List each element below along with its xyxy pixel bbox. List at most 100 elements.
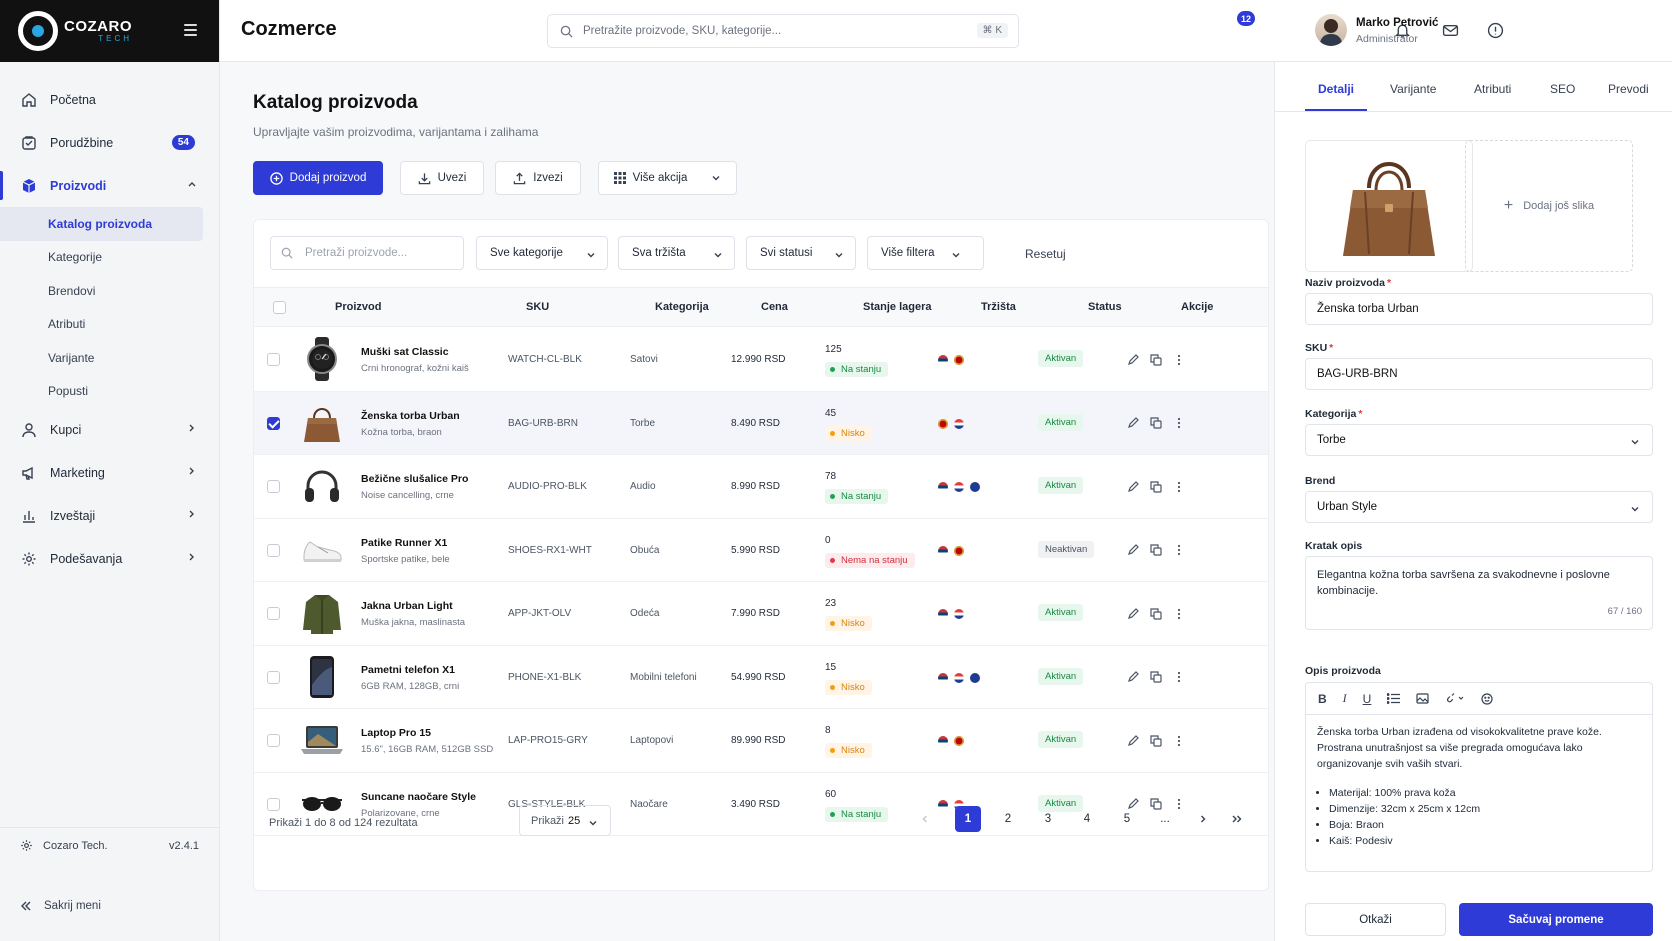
table-row[interactable]: Suncane naočare Style Polarizovane, crne… [254,773,1268,836]
bold-icon[interactable]: B [1318,691,1327,706]
more-vertical-icon[interactable] [1172,798,1185,811]
table-row[interactable]: Ženska torba Urban Kožna torba, braon BA… [254,391,1268,455]
sidebar-item-customers[interactable]: Kupci [0,408,219,451]
emoji-icon[interactable] [1481,691,1493,707]
page-2[interactable]: 2 [1004,813,1012,825]
edit-icon[interactable] [1126,417,1139,430]
row-checkbox[interactable] [267,543,280,557]
per-page-select[interactable]: Prikaži 25 [519,805,611,836]
table-row[interactable]: Patike Runner X1 Sportske patike, bele S… [254,519,1268,582]
duplicate-icon[interactable] [1149,671,1162,684]
last-page-button[interactable] [1224,806,1250,832]
import-button[interactable]: Uvezi [400,161,484,195]
more-vertical-icon[interactable] [1172,544,1185,557]
more-vertical-icon[interactable] [1172,607,1185,620]
select-all-checkbox[interactable] [273,301,286,314]
edit-icon[interactable] [1126,798,1139,811]
edit-icon[interactable] [1126,480,1139,493]
sidebar-sub-attributes[interactable]: Atributi [48,317,86,332]
row-checkbox[interactable] [267,480,280,493]
sidebar-sub-brands[interactable]: Brendovi [48,283,96,298]
product-name[interactable]: Bežične slušalice Pro [361,473,469,485]
row-checkbox[interactable] [267,670,280,684]
page-5[interactable]: 5 [1123,813,1131,825]
market-filter[interactable]: Sva tržišta [618,236,735,270]
sidebar-item-reports[interactable]: Izveštaji [0,494,219,537]
more-vertical-icon[interactable] [1172,353,1185,366]
sidebar-sub-categories[interactable]: Kategorije [48,250,103,265]
description-editor[interactable]: B I U Ženska torba Urban izrađena od vis… [1305,682,1653,872]
duplicate-icon[interactable] [1149,607,1162,620]
sidebar-item-settings[interactable]: Podešavanja [0,537,219,580]
page-1[interactable]: 1 [955,806,981,832]
sku-input[interactable]: BAG-URB-BRN [1305,358,1653,390]
product-name[interactable]: Laptop Pro 15 [361,727,432,739]
sidebar-item-marketing[interactable]: Marketing [0,451,219,494]
duplicate-icon[interactable] [1149,417,1162,430]
table-row[interactable]: Pametni telefon X1 6GB RAM, 128GB, crni … [254,646,1268,709]
sidebar-sub-discounts[interactable]: Popusti [48,384,89,399]
category-select[interactable]: Torbe [1305,424,1653,456]
product-name[interactable]: Ženska torba Urban [361,409,460,422]
global-search-input[interactable]: Pretražite proizvode, SKU, kategorije...… [547,14,1019,48]
product-name[interactable]: Suncane naočare Style [361,790,476,803]
col-product[interactable]: Proizvod [335,301,382,313]
product-name[interactable]: Jakna Urban Light [361,600,453,612]
next-page-button[interactable] [1190,806,1216,832]
duplicate-icon[interactable] [1149,544,1162,557]
underline-icon[interactable]: U [1362,691,1372,706]
product-image[interactable] [1305,140,1473,272]
user-name[interactable]: Marko Petrović [1356,17,1439,29]
list-icon[interactable] [1387,691,1401,707]
more-vertical-icon[interactable] [1172,417,1185,430]
edit-icon[interactable] [1126,607,1139,620]
status-filter[interactable]: Svi statusi [746,236,856,270]
tab-translations[interactable]: Prevodi [1608,82,1649,96]
sidebar-sub-catalog[interactable]: Katalog proizvoda [0,207,203,241]
product-name[interactable]: Patike Runner X1 [361,536,448,549]
more-vertical-icon[interactable] [1172,480,1185,493]
table-row[interactable]: Laptop Pro 15 15.6", 16GB RAM, 512GB SSD… [254,709,1268,773]
page-4[interactable]: 4 [1083,813,1091,825]
edit-icon[interactable] [1126,671,1139,684]
cancel-button[interactable]: Otkaži [1305,903,1446,936]
duplicate-icon[interactable] [1149,734,1162,747]
sidebar-item-home[interactable]: Početna [0,78,219,121]
menu-toggle-icon[interactable] [184,24,197,39]
col-status[interactable]: Status [1088,301,1122,313]
row-checkbox[interactable] [267,734,280,747]
row-checkbox[interactable] [267,416,280,430]
mail-icon[interactable] [1442,22,1459,39]
sidebar-item-orders[interactable]: Porudžbine 54 [0,121,219,164]
hide-menu-button[interactable]: Sakrij meni [0,886,219,926]
category-filter[interactable]: Sve kategorije [476,236,608,270]
tab-seo[interactable]: SEO [1550,82,1576,96]
tab-variants[interactable]: Varijante [1390,82,1437,96]
tab-details[interactable]: Detalji [1318,82,1355,96]
editor-content[interactable]: Ženska torba Urban izrađena od visokokva… [1306,715,1652,858]
italic-icon[interactable]: I [1342,691,1347,705]
bell-icon[interactable] [1394,22,1411,39]
image-icon[interactable] [1416,691,1429,707]
short-desc-textarea[interactable]: Elegantna kožna torba savršena za svakod… [1305,556,1653,630]
tab-attributes[interactable]: Atributi [1474,82,1512,96]
brand-select[interactable]: Urban Style [1305,491,1653,523]
more-vertical-icon[interactable] [1172,734,1185,747]
sidebar-sub-variants[interactable]: Varijante [48,350,95,365]
avatar[interactable] [1315,14,1347,46]
more-vertical-icon[interactable] [1172,671,1185,684]
duplicate-icon[interactable] [1149,480,1162,493]
table-row[interactable]: Muški sat Classic Crni hronograf, kožni … [254,328,1268,392]
prev-page-button[interactable] [912,806,938,832]
duplicate-icon[interactable] [1149,353,1162,366]
product-search-input[interactable]: Pretraži proizvode... [270,236,464,270]
help-icon[interactable] [1487,22,1504,39]
edit-icon[interactable] [1126,353,1139,366]
row-checkbox[interactable] [267,797,280,811]
col-category[interactable]: Kategorija [655,301,709,313]
add-image-button[interactable]: + Dodaj još slika [1465,140,1633,272]
link-icon[interactable] [1445,691,1465,707]
page-3[interactable]: 3 [1044,813,1052,825]
row-checkbox[interactable] [267,353,280,366]
sidebar-item-products[interactable]: Proizvodi [0,164,219,207]
